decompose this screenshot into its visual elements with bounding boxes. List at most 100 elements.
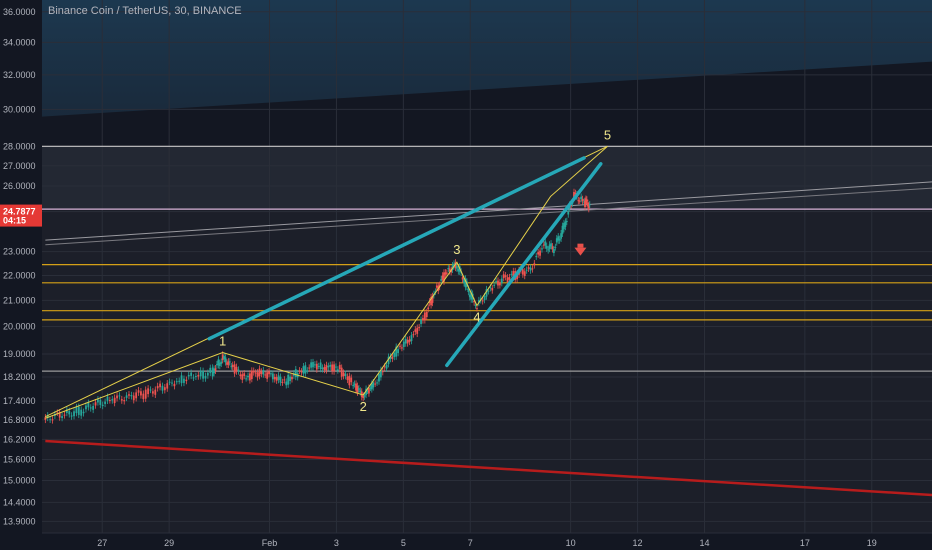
candle-body-192 bbox=[430, 297, 432, 306]
candle-body-9 bbox=[65, 409, 68, 413]
x-tick-6: 10 bbox=[566, 538, 576, 548]
candle-body-8 bbox=[63, 414, 66, 416]
candle-body-179 bbox=[406, 339, 409, 344]
candle-body-146 bbox=[350, 377, 353, 383]
candle-body-260 bbox=[544, 241, 547, 246]
candle-body-49 bbox=[161, 385, 164, 391]
candle-body-274 bbox=[564, 221, 567, 227]
y-tick-18: 15.0000 bbox=[3, 476, 36, 486]
candle-body-84 bbox=[231, 364, 234, 368]
candle-body-53 bbox=[171, 382, 173, 384]
candle-body-202 bbox=[444, 272, 447, 275]
candle-body-245 bbox=[516, 273, 519, 280]
y-tick-17: 15.6000 bbox=[3, 455, 36, 465]
last-price-tag bbox=[0, 204, 42, 227]
candle-body-97 bbox=[256, 372, 259, 378]
gridlines bbox=[42, 0, 932, 533]
x-tick-7: 12 bbox=[633, 538, 643, 548]
candle-body-124 bbox=[308, 367, 311, 369]
candle-body-114 bbox=[289, 376, 291, 381]
candle-body-20 bbox=[92, 405, 95, 410]
candle-body-123 bbox=[306, 370, 309, 372]
y-tick-8: 23.0000 bbox=[3, 247, 36, 257]
candle-body-228 bbox=[483, 296, 486, 301]
candle-body-235 bbox=[497, 280, 499, 286]
candle-body-261 bbox=[545, 245, 548, 249]
candle-body-216 bbox=[464, 278, 467, 288]
y-tick-15: 16.8000 bbox=[3, 415, 36, 425]
candle-body-59 bbox=[185, 379, 188, 382]
candle-body-162 bbox=[374, 383, 377, 385]
candle-body-52 bbox=[168, 381, 171, 383]
candle-body-25 bbox=[104, 401, 106, 404]
candle-body-105 bbox=[271, 373, 274, 380]
candle-body-252 bbox=[529, 267, 532, 271]
candle-body-90 bbox=[243, 373, 246, 376]
candle-body-292 bbox=[587, 205, 590, 210]
candle-body-166 bbox=[381, 371, 384, 373]
candle-body-231 bbox=[489, 287, 492, 289]
candle-body-156 bbox=[365, 388, 367, 395]
candle-body-161 bbox=[372, 382, 375, 388]
candle-body-284 bbox=[578, 200, 581, 202]
candle-body-289 bbox=[585, 198, 587, 204]
wave-label-3: 3 bbox=[453, 242, 460, 257]
candle-body-133 bbox=[325, 364, 328, 371]
y-tick-0: 36.0000 bbox=[3, 7, 36, 17]
candle-body-233 bbox=[493, 284, 496, 286]
candle-body-154 bbox=[362, 395, 365, 399]
y-tick-2: 32.0000 bbox=[3, 70, 36, 80]
candle-body-259 bbox=[542, 244, 545, 246]
candle-body-193 bbox=[431, 295, 434, 303]
candle-body-27 bbox=[108, 399, 111, 401]
candle-body-31 bbox=[118, 395, 121, 397]
candle-body-39 bbox=[137, 390, 140, 393]
candle-body-83 bbox=[230, 366, 233, 368]
candle-body-145 bbox=[348, 375, 351, 386]
y-axis: 36.0000 34.0000 32.0000 30.0000 28.0000 27.00… bbox=[0, 0, 42, 550]
candle-body-6 bbox=[58, 412, 61, 418]
candle-body-65 bbox=[199, 370, 202, 377]
candle-body-172 bbox=[393, 352, 396, 358]
candle-body-86 bbox=[235, 366, 238, 372]
wave-labels: 1 2 3 4 5 bbox=[219, 127, 611, 414]
candle-body-115 bbox=[291, 376, 293, 380]
candle-body-94 bbox=[250, 370, 253, 380]
candle-body-71 bbox=[213, 368, 215, 374]
candle-body-255 bbox=[535, 256, 538, 258]
candle-body-171 bbox=[391, 356, 394, 359]
candle-body-87 bbox=[237, 369, 240, 372]
candle-body-264 bbox=[550, 243, 552, 247]
candle-body-178 bbox=[404, 338, 407, 344]
candle-body-14 bbox=[77, 406, 80, 415]
last-price-countdown: 04:15 bbox=[3, 216, 26, 226]
candle-body-96 bbox=[254, 372, 257, 374]
candle-body-278 bbox=[570, 205, 573, 207]
candle-body-81 bbox=[227, 361, 230, 365]
candle-body-63 bbox=[195, 376, 197, 378]
candle-body-182 bbox=[412, 334, 415, 336]
x-tick-2: Feb bbox=[262, 538, 278, 548]
candle-body-95 bbox=[252, 370, 255, 373]
candle-body-191 bbox=[428, 301, 431, 304]
candle-body-15 bbox=[80, 409, 83, 416]
candle-body-241 bbox=[508, 277, 511, 280]
candle-body-164 bbox=[378, 373, 380, 382]
candle-body-104 bbox=[270, 373, 272, 375]
candle-body-272 bbox=[561, 225, 564, 234]
candle-body-181 bbox=[410, 335, 413, 342]
channel-line-1 bbox=[45, 187, 932, 246]
candle-body-43 bbox=[147, 388, 150, 395]
candle-body-240 bbox=[506, 277, 509, 283]
candle-body-234 bbox=[495, 281, 497, 283]
candle-body-141 bbox=[340, 367, 343, 377]
candle-body-66 bbox=[202, 370, 204, 379]
candle-body-168 bbox=[385, 364, 388, 369]
candle-body-13 bbox=[75, 407, 78, 414]
candle-body-33 bbox=[123, 400, 126, 402]
candle-body-32 bbox=[120, 399, 123, 401]
candle-body-48 bbox=[159, 383, 161, 388]
candle-body-107 bbox=[275, 377, 278, 381]
candle-body-184 bbox=[416, 327, 419, 334]
